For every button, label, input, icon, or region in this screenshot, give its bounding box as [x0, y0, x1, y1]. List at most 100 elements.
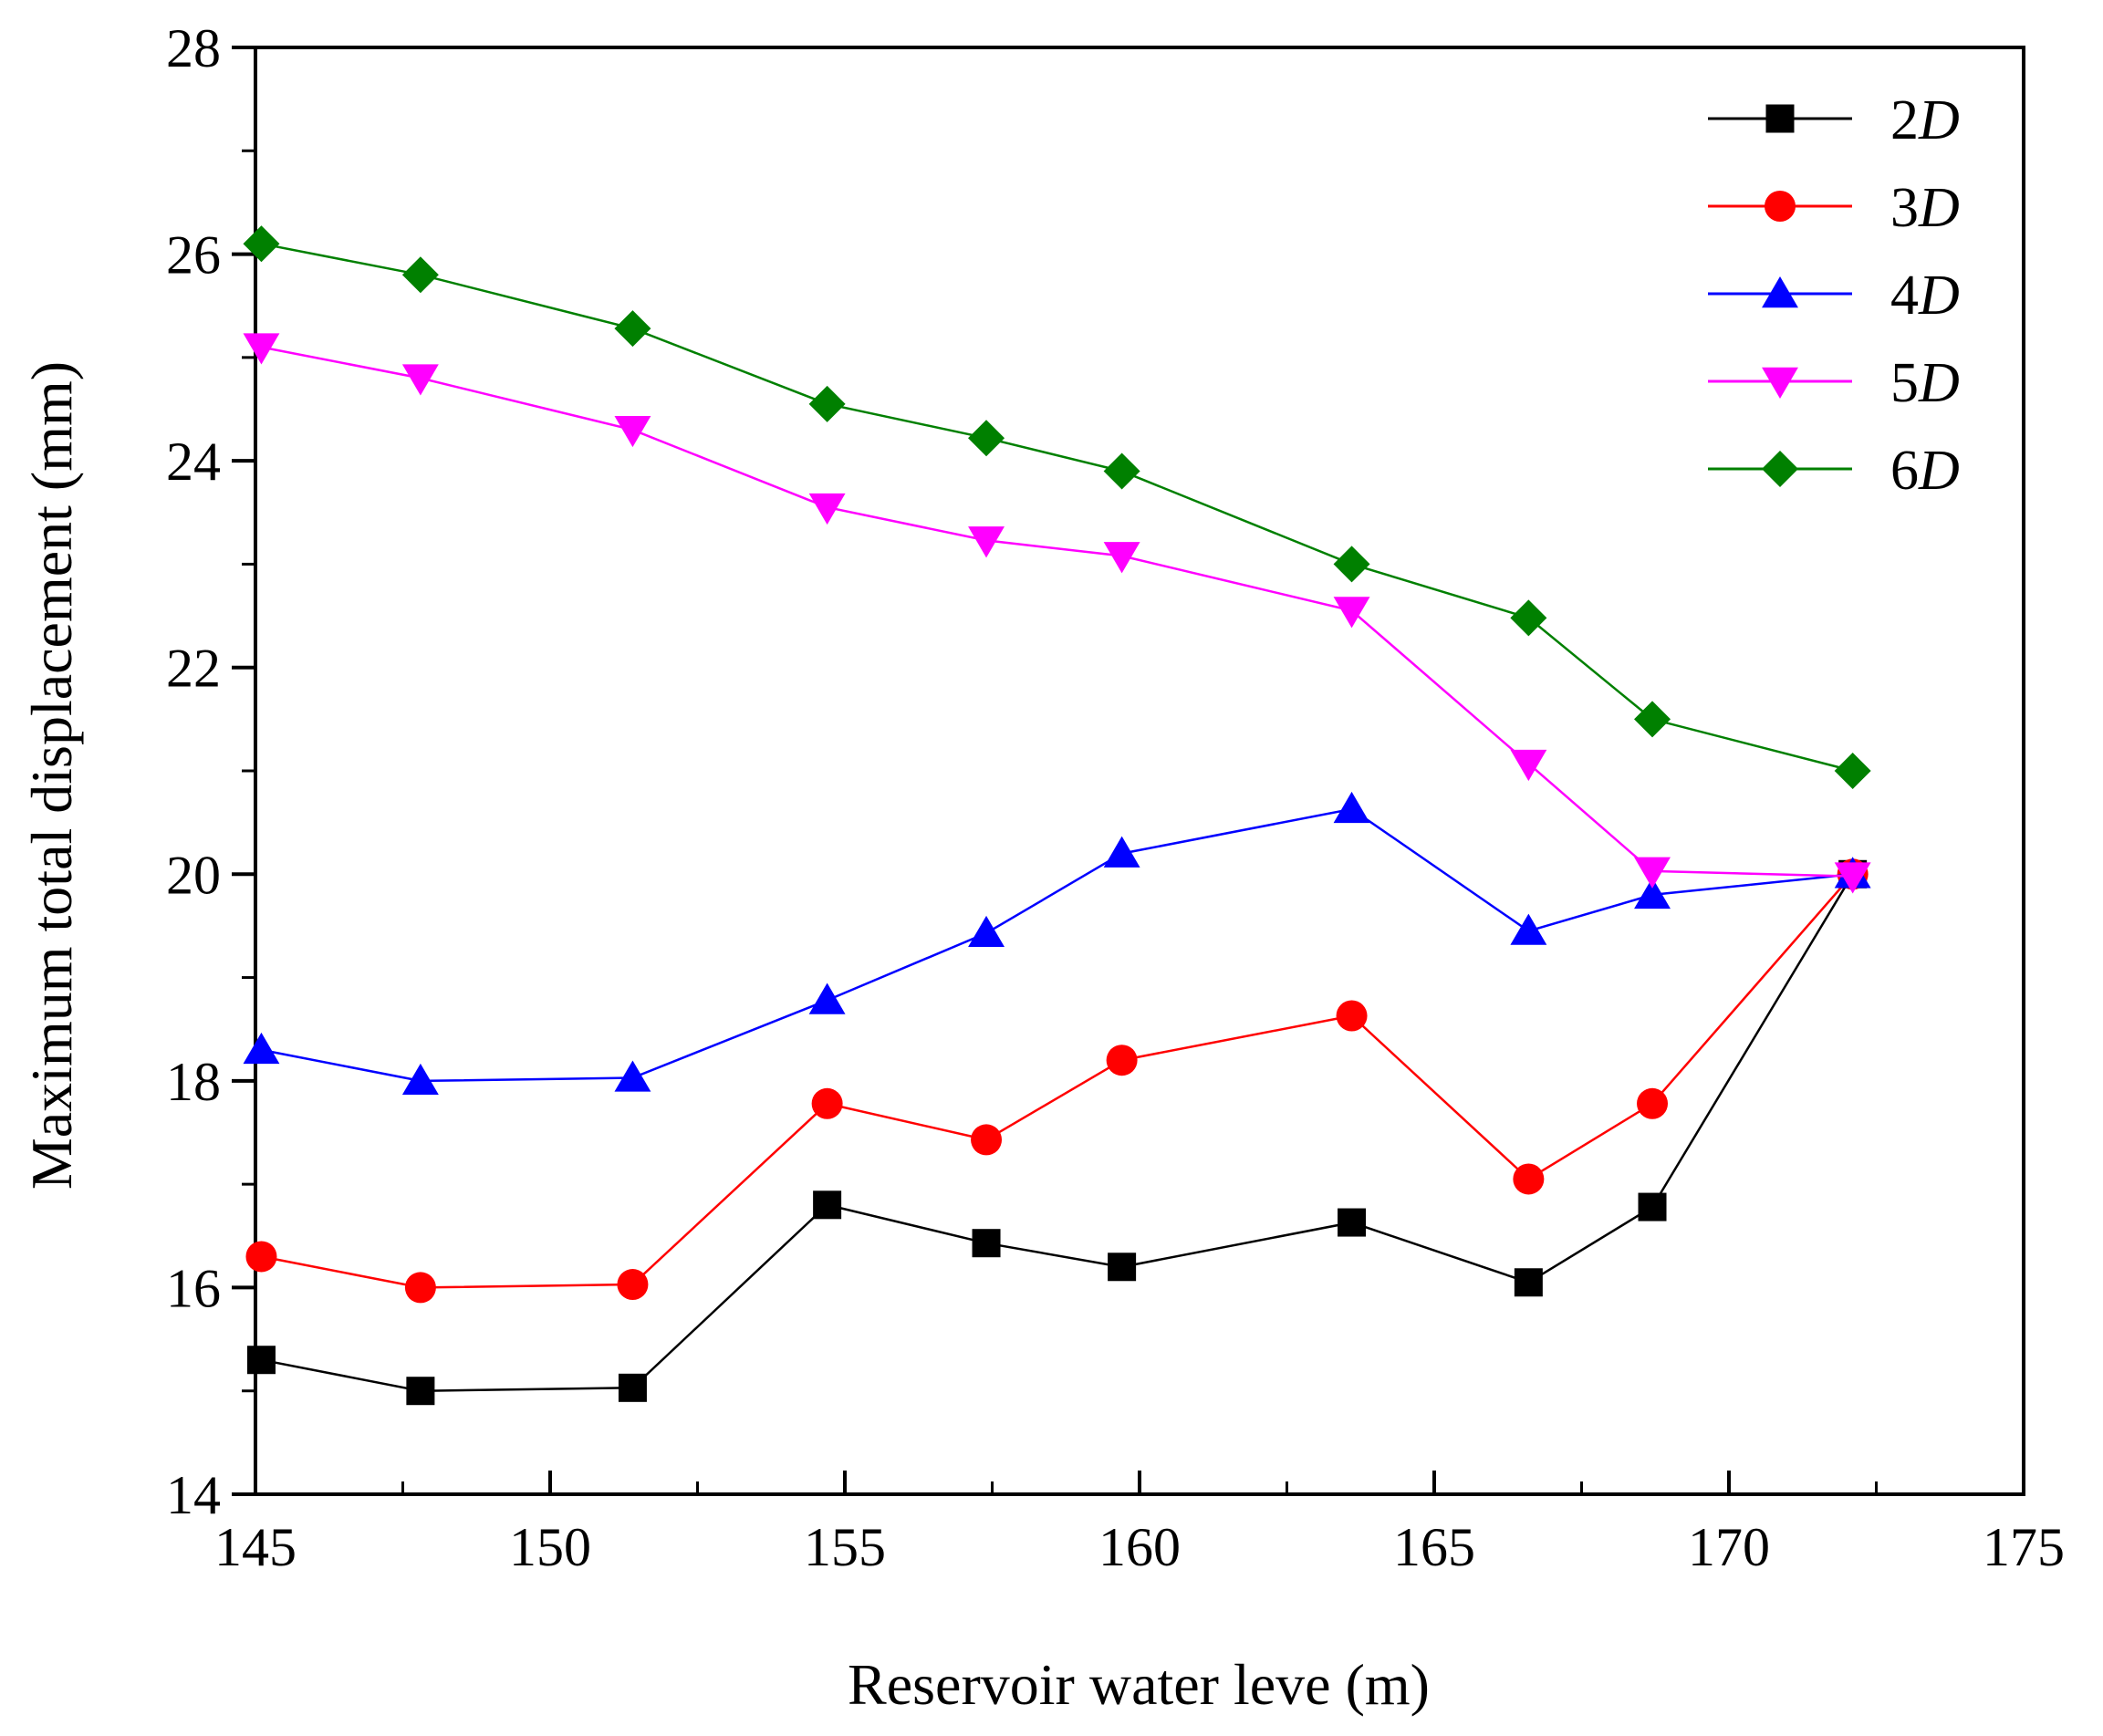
data-point-4d — [968, 915, 1005, 948]
legend-label-number: 6 — [1890, 440, 1919, 502]
data-point-3d — [811, 1087, 843, 1119]
series-4d — [243, 791, 1871, 1096]
legend-label-number: 4 — [1890, 265, 1919, 327]
data-point-4d — [243, 1032, 280, 1065]
legend-marker-6d — [1762, 451, 1798, 487]
data-point-6d — [243, 225, 280, 263]
x-tick-label: 170 — [1688, 1517, 1770, 1577]
y-tick-label: 26 — [166, 225, 221, 286]
data-point-2d — [972, 1229, 1001, 1258]
data-point-4d — [1510, 913, 1547, 945]
legend-marker-5d — [1762, 367, 1798, 399]
data-point-2d — [406, 1377, 435, 1406]
y-tick-label: 22 — [166, 639, 221, 699]
data-point-5d — [401, 364, 439, 396]
legend-label-variable: D — [1918, 352, 1960, 414]
series-2d — [246, 859, 1868, 1406]
series-3d — [245, 858, 1869, 1304]
legend-label-5d: 5D — [1890, 352, 1960, 414]
x-axis-label: Reservoir water leve (m) — [848, 1652, 1430, 1717]
data-point-3d — [617, 1269, 649, 1301]
legend-label-number: 2 — [1890, 89, 1919, 151]
legend-item-4d: 4D — [1708, 265, 1960, 327]
data-point-2d — [1514, 1268, 1543, 1297]
y-axis-label: Maximum total displacement (mm) — [19, 361, 84, 1190]
data-point-5d — [1834, 862, 1871, 894]
data-point-4d — [614, 1060, 651, 1092]
data-point-2d — [1338, 1208, 1367, 1237]
data-point-6d — [1834, 753, 1871, 789]
series-line-6d — [261, 242, 1854, 773]
legend-item-3d: 3D — [1708, 177, 1960, 239]
legend-item-5d: 5D — [1708, 352, 1960, 414]
data-point-3d — [1106, 1045, 1138, 1076]
y-tick-label: 18 — [166, 1052, 221, 1112]
x-tick-label: 175 — [1983, 1517, 2065, 1577]
data-point-6d — [1103, 452, 1140, 490]
y-tick-label: 28 — [166, 18, 221, 78]
y-tick-label: 20 — [166, 845, 221, 905]
data-point-3d — [1336, 1000, 1368, 1032]
x-tick-label: 165 — [1393, 1517, 1475, 1577]
x-tick-label: 160 — [1098, 1517, 1181, 1577]
series-line-4d — [261, 807, 1853, 1083]
y-tick-label: 16 — [166, 1258, 221, 1318]
series-group — [243, 225, 1871, 1406]
data-point-2d — [618, 1373, 647, 1402]
data-point-6d — [1333, 546, 1370, 583]
data-point-5d — [1103, 542, 1140, 574]
data-point-5d — [614, 415, 651, 448]
legend-marker-4d — [1762, 276, 1798, 308]
data-point-6d — [808, 385, 846, 422]
legend-item-2d: 2D — [1708, 89, 1960, 151]
x-tick-label: 150 — [509, 1517, 591, 1577]
x-tick-label: 155 — [804, 1517, 886, 1577]
data-point-5d — [808, 493, 846, 525]
legend-label-variable: D — [1918, 89, 1960, 151]
data-point-2d — [1108, 1253, 1137, 1282]
data-point-4d — [1333, 791, 1370, 824]
legend-label-2d: 2D — [1890, 89, 1960, 151]
data-point-6d — [401, 256, 439, 294]
data-point-6d — [968, 420, 1005, 457]
data-point-3d — [971, 1124, 1003, 1156]
data-point-5d — [1510, 749, 1547, 782]
plot-frame — [254, 46, 2025, 1496]
data-point-4d — [808, 982, 846, 1014]
series-line-3d — [261, 873, 1854, 1289]
legend-label-variable: D — [1918, 177, 1960, 239]
data-point-3d — [1513, 1163, 1545, 1195]
legend-label-number: 5 — [1890, 352, 1919, 414]
legend-marker-3d — [1765, 191, 1796, 222]
data-point-5d — [968, 526, 1005, 558]
series-line-5d — [261, 346, 1853, 878]
data-point-4d — [401, 1063, 439, 1096]
legend-item-6d: 6D — [1708, 440, 1960, 502]
x-tick-label: 145 — [214, 1517, 297, 1577]
legend-label-6d: 6D — [1890, 440, 1960, 502]
legend-marker-2d — [1765, 104, 1795, 133]
y-tick-label: 24 — [166, 431, 221, 492]
y-tick-label: 14 — [166, 1465, 221, 1525]
legend-label-3d: 3D — [1890, 177, 1960, 239]
data-point-3d — [404, 1272, 436, 1304]
legend-label-variable: D — [1918, 265, 1960, 327]
data-point-4d — [1103, 836, 1140, 868]
legend-label-4d: 4D — [1890, 265, 1960, 327]
data-point-2d — [246, 1346, 276, 1375]
data-point-2d — [1638, 1192, 1667, 1221]
data-point-5d — [243, 333, 280, 365]
data-point-6d — [614, 310, 651, 348]
data-point-6d — [1634, 701, 1671, 738]
data-point-2d — [813, 1190, 842, 1220]
data-point-4d — [1634, 877, 1671, 910]
legend-label-number: 3 — [1890, 177, 1919, 239]
data-point-3d — [245, 1241, 277, 1273]
data-point-5d — [1333, 597, 1370, 629]
legend-label-variable: D — [1918, 440, 1960, 502]
series-6d — [243, 225, 1871, 789]
